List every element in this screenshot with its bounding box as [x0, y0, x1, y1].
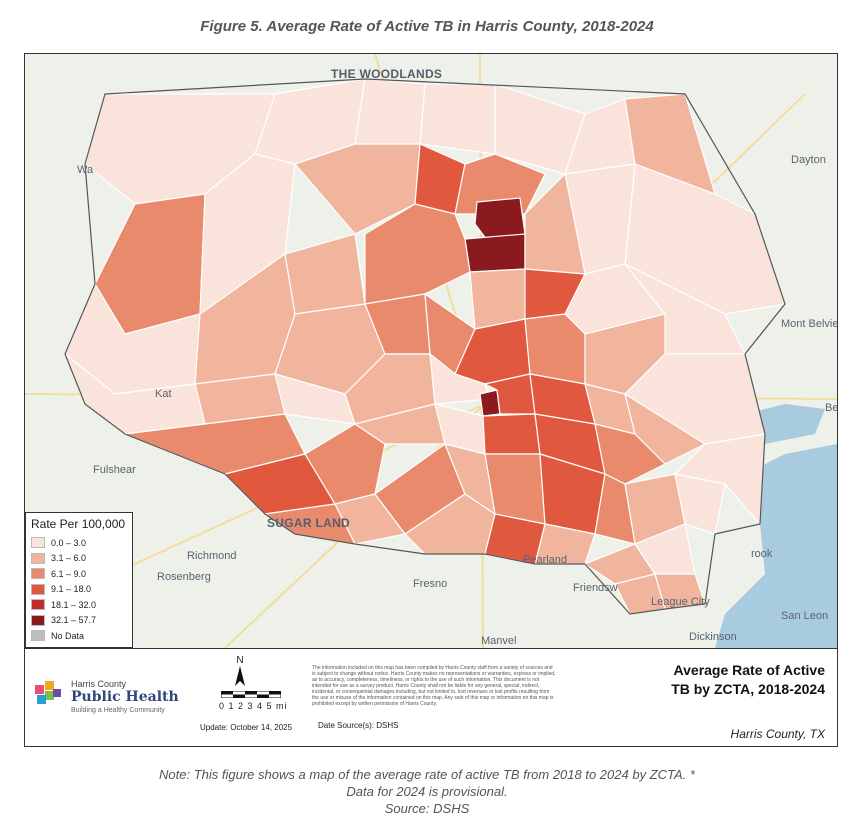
place-mont-belvieu: Mont Belvie	[781, 318, 837, 330]
county-label: Harris County, TX	[730, 727, 825, 741]
map-frame: THE WOODLANDS Dayton Mont Belvie Be Kat …	[24, 53, 838, 747]
map-title: Average Rate of Active TB by ZCTA, 2018-…	[585, 661, 825, 699]
place-manvel: Manvel	[481, 635, 517, 647]
logo-main-text: Public Health	[71, 689, 179, 705]
place-brook: rook	[751, 548, 773, 560]
place-waller: Wa	[77, 164, 94, 176]
scale-bar	[221, 691, 281, 698]
legend-title: Rate Per 100,000	[31, 517, 126, 531]
place-san-leon: San Leon	[781, 610, 829, 622]
update-date: Update: October 14, 2025	[200, 723, 293, 732]
legend-item: 9.1 – 18.0	[31, 582, 127, 598]
place-league-city: League City	[651, 596, 710, 608]
legend-swatch	[31, 552, 45, 564]
map-area[interactable]: THE WOODLANDS Dayton Mont Belvie Be Kat …	[25, 54, 837, 648]
data-source: Date Source(s): DSHS	[318, 721, 399, 730]
legend-swatch	[31, 614, 45, 626]
map-info-panel: Harris County Public Health Building a H…	[25, 648, 837, 746]
place-rosenberg: Rosenberg	[157, 571, 211, 583]
legend-item: 3.1 – 6.0	[31, 551, 127, 567]
logo-tagline: Building a Healthy Community	[71, 707, 165, 714]
map-title-line2: TB by ZCTA, 2018-2024	[671, 681, 825, 697]
figure-title: Figure 5. Average Rate of Active TB in H…	[200, 18, 654, 35]
legend-swatch	[31, 599, 45, 611]
place-the-woodlands: THE WOODLANDS	[331, 67, 443, 81]
choropleth-map	[25, 54, 837, 648]
place-baytown: Be	[825, 402, 837, 414]
place-sugar-land: SUGAR LAND	[267, 516, 350, 530]
place-friendswood: Friendsw	[573, 582, 618, 594]
note-source: Source: DSHS	[384, 801, 470, 816]
place-dickinson: Dickinson	[689, 631, 737, 643]
north-arrow-icon	[235, 666, 245, 686]
logo-org-name: Harris County	[71, 679, 127, 689]
place-fulshear: Fulshear	[93, 464, 136, 476]
place-katy: Kat	[155, 388, 172, 400]
map-title-line1: Average Rate of Active	[673, 662, 825, 678]
legend-item: 18.1 – 32.0	[31, 597, 127, 613]
place-pearland: Pearland	[523, 554, 568, 566]
county-outline	[64, 78, 786, 615]
legend-item: No Data	[31, 628, 127, 644]
legend-item: 6.1 – 9.0	[31, 566, 127, 582]
place-dayton: Dayton	[791, 154, 826, 166]
north-label: N	[236, 655, 244, 666]
place-fresno: Fresno	[413, 578, 448, 590]
public-health-logo-icon	[35, 681, 61, 704]
disclaimer-text: The information included on this map has…	[312, 665, 556, 707]
legend-swatch	[31, 583, 45, 595]
scale-labels: 0 1 2 3 4 5 mi	[219, 701, 288, 711]
figure-note: Note: This figure shows a map of the ave…	[0, 766, 854, 817]
legend-swatch	[31, 630, 45, 642]
note-line-2: Data for 2024 is provisional.	[346, 784, 508, 799]
place-richmond: Richmond	[187, 550, 237, 562]
map-legend: Rate Per 100,000 0.0 – 3.0 3.1 – 6.0 6.1…	[25, 512, 133, 648]
legend-swatch	[31, 568, 45, 580]
legend-item: 0.0 – 3.0	[31, 535, 127, 551]
north-arrow: N	[233, 655, 247, 691]
legend-swatch	[31, 537, 45, 549]
zcta-77060-dark	[464, 233, 526, 273]
legend-item: 32.1 – 57.7	[31, 613, 127, 629]
zcta-regions	[63, 78, 786, 615]
note-line-1: Note: This figure shows a map of the ave…	[159, 767, 695, 782]
